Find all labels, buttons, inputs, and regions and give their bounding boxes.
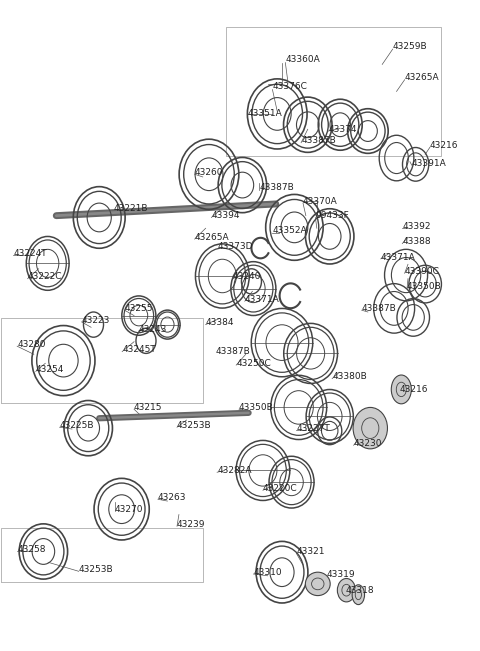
Text: 43392: 43392 xyxy=(402,222,431,231)
Text: 43253B: 43253B xyxy=(79,565,113,574)
Text: 43224T: 43224T xyxy=(13,249,47,258)
Text: 43387B: 43387B xyxy=(215,347,250,356)
Text: 43230: 43230 xyxy=(354,439,382,448)
Text: 43260: 43260 xyxy=(195,168,223,177)
Ellipse shape xyxy=(305,572,330,596)
Text: 43270: 43270 xyxy=(115,505,144,514)
Ellipse shape xyxy=(353,408,387,449)
Text: 43265A: 43265A xyxy=(405,72,439,81)
Text: 43254: 43254 xyxy=(36,365,64,374)
Text: 43387B: 43387B xyxy=(362,304,396,313)
Text: 43263: 43263 xyxy=(158,493,186,502)
Ellipse shape xyxy=(391,375,411,404)
Text: 43225B: 43225B xyxy=(60,421,94,430)
Text: 43370A: 43370A xyxy=(303,197,338,206)
Text: 43371A: 43371A xyxy=(381,253,416,262)
Text: 43321: 43321 xyxy=(296,547,325,556)
Text: 43319: 43319 xyxy=(327,570,356,579)
Ellipse shape xyxy=(352,585,364,605)
Text: 43223: 43223 xyxy=(82,316,110,325)
Text: 43387B: 43387B xyxy=(301,137,336,145)
Text: 43376C: 43376C xyxy=(273,83,307,91)
Text: 43373D: 43373D xyxy=(218,242,253,251)
Text: 43253B: 43253B xyxy=(177,421,212,430)
Text: 43352A: 43352A xyxy=(273,227,307,236)
Text: 43220C: 43220C xyxy=(263,484,298,493)
Text: 43222C: 43222C xyxy=(28,272,62,281)
Text: 43391A: 43391A xyxy=(412,159,446,168)
Text: 43374: 43374 xyxy=(328,125,357,133)
Text: 43250C: 43250C xyxy=(236,359,271,368)
Text: 43390C: 43390C xyxy=(405,267,440,276)
Text: 43388: 43388 xyxy=(402,237,431,246)
Text: 43221B: 43221B xyxy=(114,204,148,213)
Text: 43245T: 43245T xyxy=(122,345,156,354)
Text: 43360A: 43360A xyxy=(285,55,320,64)
Ellipse shape xyxy=(337,579,356,602)
Text: 43351A: 43351A xyxy=(247,109,282,118)
Text: 43310: 43310 xyxy=(253,568,282,577)
Text: 43216: 43216 xyxy=(430,141,458,150)
Text: 43227T: 43227T xyxy=(296,424,330,433)
Text: 43384: 43384 xyxy=(205,318,234,327)
Text: 43265A: 43265A xyxy=(195,233,229,242)
Text: 43380B: 43380B xyxy=(332,372,367,381)
Text: 43318: 43318 xyxy=(346,586,374,595)
Text: 43387B: 43387B xyxy=(259,183,294,192)
Text: 43350B: 43350B xyxy=(239,403,274,412)
Text: 43243: 43243 xyxy=(139,325,167,333)
Text: 99433F: 99433F xyxy=(315,211,349,220)
Text: 43239: 43239 xyxy=(177,520,205,529)
Text: 43350B: 43350B xyxy=(407,283,442,291)
Text: 43215: 43215 xyxy=(134,403,163,412)
Text: 43394: 43394 xyxy=(211,211,240,220)
Text: 43240: 43240 xyxy=(233,272,261,281)
Text: 43258: 43258 xyxy=(17,545,46,554)
Text: 43371A: 43371A xyxy=(245,295,279,304)
Text: 43255: 43255 xyxy=(124,304,153,313)
Text: 43216: 43216 xyxy=(400,385,428,394)
Text: 43282A: 43282A xyxy=(217,466,252,475)
Text: 43259B: 43259B xyxy=(393,42,427,51)
Text: 43280: 43280 xyxy=(17,340,46,349)
